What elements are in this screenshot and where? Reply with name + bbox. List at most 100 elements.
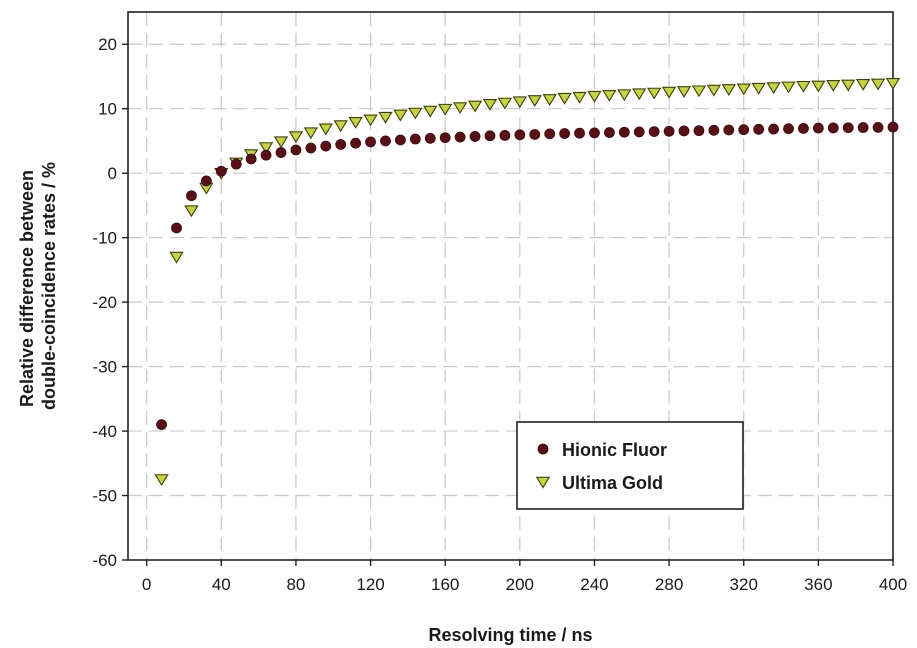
data-point bbox=[454, 131, 466, 143]
x-tick-label: 200 bbox=[506, 575, 534, 594]
data-point bbox=[290, 144, 302, 156]
data-point bbox=[766, 82, 781, 95]
data-point bbox=[527, 95, 542, 107]
x-tick-label: 400 bbox=[879, 575, 907, 594]
data-point bbox=[721, 84, 736, 97]
data-point bbox=[320, 140, 332, 152]
y-axis-title-line-1: Relative difference between bbox=[17, 170, 37, 407]
data-point bbox=[842, 122, 854, 134]
data-point bbox=[870, 78, 886, 91]
data-point bbox=[318, 123, 333, 136]
x-tick-label: 120 bbox=[356, 575, 384, 594]
data-point bbox=[365, 136, 376, 148]
data-point bbox=[646, 87, 662, 100]
data-point bbox=[738, 124, 750, 136]
data-point bbox=[781, 81, 796, 94]
series-hionic-fluor bbox=[156, 121, 899, 431]
y-tick-label: 10 bbox=[98, 100, 117, 119]
data-point bbox=[811, 80, 826, 93]
data-point bbox=[395, 134, 406, 146]
data-point bbox=[706, 84, 722, 97]
y-tick-labels: -60 -50 -40 -30 -20 -10 0 10 20 bbox=[92, 35, 117, 570]
x-tick-labels: 0 40 80 120 160 200 240 280 320 360 400 bbox=[142, 575, 907, 594]
data-point bbox=[497, 97, 513, 110]
data-point bbox=[572, 91, 587, 104]
legend-marker-ultima-gold bbox=[535, 476, 551, 489]
data-point bbox=[529, 129, 541, 140]
data-point bbox=[661, 86, 677, 99]
data-point bbox=[482, 98, 498, 111]
data-point bbox=[452, 102, 468, 115]
legend-marker-triangle bbox=[535, 476, 551, 489]
x-tick-label: 40 bbox=[212, 575, 231, 594]
data-point bbox=[258, 142, 274, 155]
legend-marker-circle bbox=[537, 443, 549, 455]
y-tick-label: -30 bbox=[92, 358, 117, 377]
data-point bbox=[693, 125, 705, 137]
data-point bbox=[783, 123, 794, 135]
data-point bbox=[350, 137, 362, 149]
data-points bbox=[154, 78, 901, 487]
data-point bbox=[333, 120, 348, 133]
data-point bbox=[469, 131, 481, 142]
data-point bbox=[305, 142, 317, 154]
data-point bbox=[363, 114, 378, 127]
data-point bbox=[335, 139, 347, 150]
data-point bbox=[826, 79, 841, 92]
y-tick-label: -20 bbox=[92, 293, 117, 312]
y-tick-label: 0 bbox=[108, 164, 117, 183]
data-point bbox=[796, 80, 811, 93]
data-point bbox=[723, 124, 735, 136]
x-axis-title: Resolving time / ns bbox=[428, 625, 592, 645]
data-point bbox=[812, 122, 824, 134]
axis-ticks bbox=[122, 43, 894, 566]
plot-frame bbox=[127, 11, 894, 561]
data-point bbox=[408, 107, 423, 120]
data-point bbox=[542, 94, 557, 106]
data-point bbox=[423, 105, 438, 118]
x-tick-label: 240 bbox=[580, 575, 608, 594]
data-point bbox=[273, 136, 289, 149]
data-point bbox=[676, 86, 692, 98]
data-point bbox=[736, 83, 751, 96]
data-point bbox=[544, 128, 556, 140]
data-point bbox=[559, 128, 571, 139]
data-point bbox=[885, 78, 901, 90]
data-point bbox=[171, 222, 182, 234]
legend-label-hionic-fluor: Hionic Fluor bbox=[562, 440, 667, 460]
data-point bbox=[708, 124, 720, 136]
y-tick-label: -50 bbox=[92, 487, 117, 506]
x-tick-label: 160 bbox=[431, 575, 459, 594]
data-point bbox=[438, 103, 453, 116]
data-point bbox=[768, 123, 779, 135]
data-point bbox=[855, 79, 871, 91]
data-point bbox=[169, 251, 184, 264]
grid bbox=[128, 12, 893, 560]
data-point bbox=[156, 419, 167, 431]
data-point bbox=[215, 165, 227, 177]
data-point bbox=[303, 127, 319, 140]
data-point bbox=[393, 109, 408, 122]
x-tick-label: 80 bbox=[286, 575, 305, 594]
data-point bbox=[691, 85, 707, 98]
data-point bbox=[200, 175, 212, 187]
x-tick-label: 360 bbox=[804, 575, 832, 594]
data-point bbox=[887, 121, 899, 133]
data-point bbox=[439, 132, 451, 144]
data-point bbox=[184, 205, 199, 218]
data-point bbox=[857, 122, 869, 133]
data-point bbox=[484, 130, 496, 142]
y-axis-title-line-2: double-coincidence rates / % bbox=[39, 162, 59, 410]
data-point bbox=[348, 117, 363, 129]
y-axis-title: Relative difference between double-coinc… bbox=[17, 162, 59, 410]
y-tick-label: -40 bbox=[92, 422, 117, 441]
data-point bbox=[378, 111, 393, 124]
data-point bbox=[632, 88, 647, 101]
data-point bbox=[288, 131, 304, 144]
data-point bbox=[574, 127, 585, 139]
data-point bbox=[618, 126, 630, 138]
data-point bbox=[678, 125, 690, 137]
data-point bbox=[260, 149, 272, 161]
data-point bbox=[230, 158, 242, 170]
